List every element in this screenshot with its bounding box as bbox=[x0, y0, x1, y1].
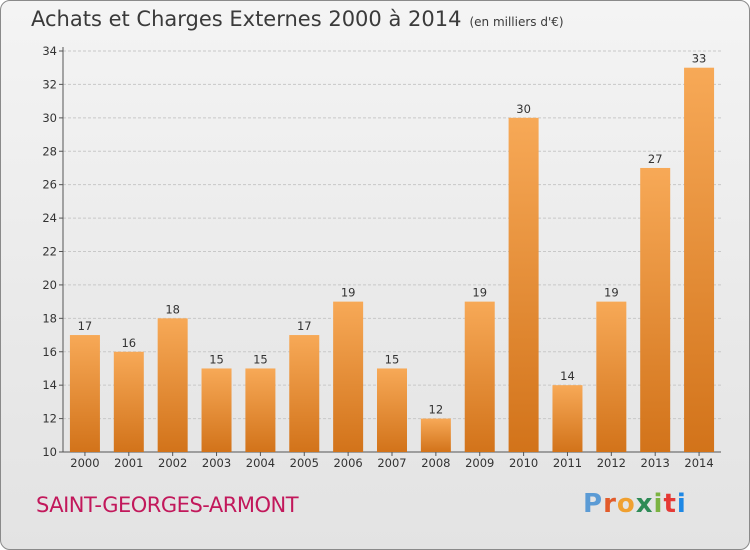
data-label-2010: 30 bbox=[516, 102, 531, 116]
logo-letter: P bbox=[583, 489, 604, 519]
x-tick-label-2003: 2003 bbox=[202, 456, 231, 470]
x-tick-label-2013: 2013 bbox=[641, 456, 670, 470]
x-tick-label-2001: 2001 bbox=[114, 456, 143, 470]
bars bbox=[69, 67, 715, 453]
data-label-2014: 33 bbox=[692, 52, 707, 66]
proxiti-logo[interactable]: Proxiti bbox=[583, 489, 687, 519]
commune-name: SAINT-GEORGES-ARMONT bbox=[36, 493, 299, 517]
logo-letter: r bbox=[603, 489, 617, 519]
y-tick-label: 18 bbox=[42, 311, 57, 325]
data-label-2009: 19 bbox=[472, 286, 487, 300]
chart-title: Achats et Charges Externes 2000 à 2014 (e… bbox=[31, 7, 564, 31]
x-tick-label-2006: 2006 bbox=[333, 456, 362, 470]
y-tick-label: 14 bbox=[42, 378, 57, 392]
bar-2003 bbox=[201, 368, 232, 452]
y-tick-label: 12 bbox=[42, 412, 57, 426]
bar-2012 bbox=[596, 301, 627, 452]
bar-2005 bbox=[289, 335, 320, 452]
y-tick-label: 30 bbox=[42, 111, 57, 125]
x-tick-label-2005: 2005 bbox=[290, 456, 319, 470]
bar-2001 bbox=[113, 351, 144, 452]
logo-letter: i bbox=[653, 489, 664, 519]
bar-2007 bbox=[377, 368, 407, 452]
y-tick-label: 24 bbox=[42, 211, 57, 225]
x-tick-label-2014: 2014 bbox=[684, 456, 713, 470]
bar-2011 bbox=[552, 385, 583, 452]
y-tick-label: 10 bbox=[42, 445, 57, 459]
data-label-2007: 15 bbox=[385, 352, 400, 366]
data-label-2000: 17 bbox=[78, 319, 93, 333]
y-tick-label: 32 bbox=[42, 77, 57, 91]
data-label-2003: 15 bbox=[209, 352, 224, 366]
bar-2009 bbox=[464, 301, 495, 452]
bar-2000 bbox=[69, 335, 100, 452]
logo-letter: t bbox=[663, 489, 677, 519]
x-tick-label-2007: 2007 bbox=[377, 456, 406, 470]
data-label-2004: 15 bbox=[253, 352, 268, 366]
data-label-2008: 12 bbox=[429, 403, 444, 417]
x-tick-label-2002: 2002 bbox=[158, 456, 187, 470]
logo-letter: i bbox=[676, 489, 687, 519]
y-tick-label: 28 bbox=[42, 144, 57, 158]
y-tick-label: 34 bbox=[42, 44, 57, 58]
logo-letter: x bbox=[635, 489, 654, 519]
bar-2002 bbox=[157, 318, 188, 452]
x-tick-label-2008: 2008 bbox=[421, 456, 450, 470]
bar-2008 bbox=[420, 418, 451, 452]
y-tick-label: 26 bbox=[42, 178, 57, 192]
logo-letter: o bbox=[616, 489, 636, 519]
bar-2004 bbox=[245, 368, 276, 452]
x-tick-label-2004: 2004 bbox=[246, 456, 275, 470]
bar-2006 bbox=[333, 301, 364, 452]
y-tick-label: 20 bbox=[42, 278, 57, 292]
data-labels: 17 16 18 15 15 17 19 15 12 19 30 14 19 27 33 bbox=[78, 52, 707, 417]
y-tick-label: 16 bbox=[42, 345, 57, 359]
bar-2010 bbox=[508, 117, 539, 452]
data-label-2013: 27 bbox=[648, 152, 663, 166]
bar-2013 bbox=[640, 167, 671, 453]
data-label-2011: 14 bbox=[560, 369, 575, 383]
chart-title-text: Achats et Charges Externes 2000 à 2014 bbox=[31, 7, 462, 31]
data-label-2006: 19 bbox=[341, 286, 356, 300]
x-tick-label-2000: 2000 bbox=[70, 456, 99, 470]
x-tick-label-2012: 2012 bbox=[597, 456, 626, 470]
data-label-2012: 19 bbox=[604, 286, 619, 300]
data-label-2002: 18 bbox=[165, 302, 180, 316]
x-tick-label-2009: 2009 bbox=[465, 456, 494, 470]
data-label-2001: 16 bbox=[121, 336, 136, 350]
bar-2014 bbox=[684, 67, 715, 452]
x-tick-label-2010: 2010 bbox=[509, 456, 538, 470]
data-label-2005: 17 bbox=[297, 319, 312, 333]
chart-subtitle: (en milliers d'€) bbox=[469, 15, 564, 29]
y-tick-label: 22 bbox=[42, 245, 57, 259]
x-tick-label-2011: 2011 bbox=[553, 456, 582, 470]
